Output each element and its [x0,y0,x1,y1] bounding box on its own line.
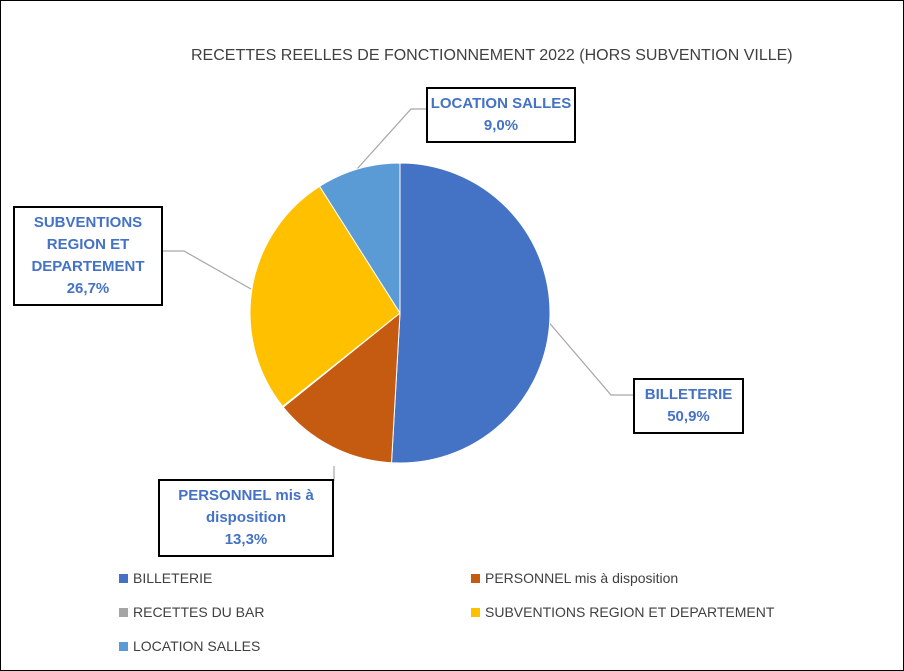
leader-line [545,318,633,396]
label-value: 26,7% [66,280,110,297]
leader-line [356,108,426,170]
legend-label: BILLETERIE [133,570,213,586]
label-category: BILLETERIE [644,386,733,403]
legend-item: LOCATION SALLES [119,638,260,654]
pie-slice [282,311,401,464]
legend-label: LOCATION SALLES [133,638,261,654]
legend-swatch [119,573,128,583]
legend-item: SUBVENTIONS REGION ET DEPARTEMENT [471,604,774,620]
chart-title: RECETTES REELLES DE FONCTIONNEMENT 2022 … [191,47,793,64]
label-value: 13,3% [224,531,268,548]
data-label: SUBVENTIONS REGION ET DEPARTEMENT 26,7% [13,206,163,306]
legend-swatch [471,573,480,583]
legend-swatch [119,641,128,651]
legend-item: RECETTES DU BAR [119,604,264,620]
data-label: LOCATION SALLES 9,0% [426,87,576,143]
legend-swatch [471,607,480,617]
label-category: PERSONNEL mis à disposition [178,487,314,526]
legend-label: PERSONNEL mis à disposition [485,570,679,586]
legend-item: BILLETERIE [119,570,212,586]
label-category: SUBVENTIONS REGION ET DEPARTEMENT [31,214,145,275]
legend-item: PERSONNEL mis à disposition [471,570,678,586]
pie-slice [318,162,401,315]
pie-slice [249,185,401,408]
label-value: 50,9% [667,408,710,425]
label-category: LOCATION SALLES [430,95,572,112]
legend-swatch [119,607,128,617]
legend-label: RECETTES DU BAR [133,604,265,620]
pie-slice [390,162,551,464]
legend-label: SUBVENTIONS REGION ET DEPARTEMENT [485,604,775,620]
leader-line [163,250,252,290]
data-label: BILLETERIE 50,9% [633,378,744,434]
label-value: 9,0% [483,117,519,134]
data-label: PERSONNEL mis à disposition 13,3% [158,479,334,557]
leader-lines [163,108,633,481]
